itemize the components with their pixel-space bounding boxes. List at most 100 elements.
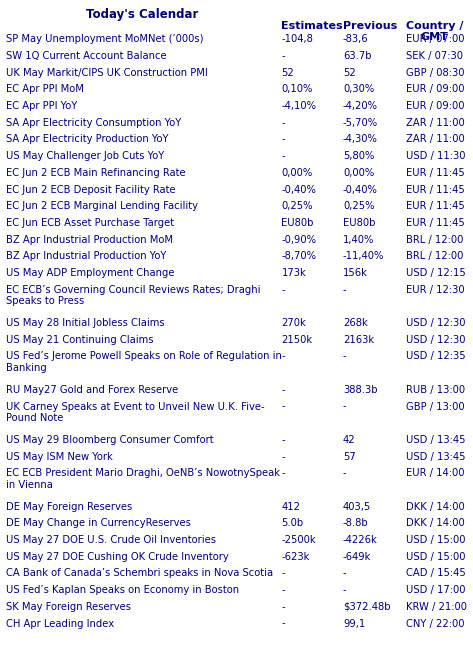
Text: -11,40%: -11,40% <box>343 251 384 261</box>
Text: EU80b: EU80b <box>281 218 314 228</box>
Text: USD / 12:30: USD / 12:30 <box>406 318 465 328</box>
Text: 0,25%: 0,25% <box>343 201 375 211</box>
Text: US May ISM New York: US May ISM New York <box>6 452 113 461</box>
Text: USD / 15:00: USD / 15:00 <box>406 535 465 545</box>
Text: US May Challenger Job Cuts YoY: US May Challenger Job Cuts YoY <box>6 151 164 161</box>
Text: -104,8: -104,8 <box>281 34 313 44</box>
Text: EUR / 09:00: EUR / 09:00 <box>406 101 464 111</box>
Text: -623k: -623k <box>281 552 310 562</box>
Text: BRL / 12:00: BRL / 12:00 <box>406 235 463 245</box>
Text: USD / 11:30: USD / 11:30 <box>406 151 465 161</box>
Text: USD / 17:00: USD / 17:00 <box>406 585 465 595</box>
Text: ZAR / 11:00: ZAR / 11:00 <box>406 135 464 144</box>
Text: RU May27 Gold and Forex Reserve: RU May27 Gold and Forex Reserve <box>6 385 178 395</box>
Text: US May 21 Continuing Claims: US May 21 Continuing Claims <box>6 334 153 345</box>
Text: -: - <box>281 118 285 127</box>
Text: Today's Calendar: Today's Calendar <box>86 8 198 21</box>
Text: USD / 12:35: USD / 12:35 <box>406 351 465 362</box>
Text: USD / 12:30: USD / 12:30 <box>406 334 465 345</box>
Text: -: - <box>281 435 285 445</box>
Text: EUR / 11:45: EUR / 11:45 <box>406 168 464 178</box>
Text: -2500k: -2500k <box>281 535 316 545</box>
Text: CNY / 22:00: CNY / 22:00 <box>406 619 464 628</box>
Text: -: - <box>281 602 285 612</box>
Text: BZ Apr Industrial Production MoM: BZ Apr Industrial Production MoM <box>6 235 173 245</box>
Text: -: - <box>281 452 285 461</box>
Text: 57: 57 <box>343 452 356 461</box>
Text: EC Jun 2 ECB Marginal Lending Facility: EC Jun 2 ECB Marginal Lending Facility <box>6 201 198 211</box>
Text: -: - <box>343 402 347 411</box>
Text: DE May Foreign Reserves: DE May Foreign Reserves <box>6 501 132 512</box>
Text: -: - <box>281 619 285 628</box>
Text: EUR / 12:30: EUR / 12:30 <box>406 285 464 294</box>
Text: BRL / 12:00: BRL / 12:00 <box>406 251 463 261</box>
Text: CH Apr Leading Index: CH Apr Leading Index <box>6 619 114 628</box>
Text: 268k: 268k <box>343 318 368 328</box>
Text: GBP / 13:00: GBP / 13:00 <box>406 402 464 411</box>
Text: ZAR / 11:00: ZAR / 11:00 <box>406 118 464 127</box>
Text: 403,5: 403,5 <box>343 501 371 512</box>
Text: USD / 12:15: USD / 12:15 <box>406 268 465 278</box>
Text: EC Jun 2 ECB Main Refinancing Rate: EC Jun 2 ECB Main Refinancing Rate <box>6 168 185 178</box>
Text: 99,1: 99,1 <box>343 619 365 628</box>
Text: EC ECB’s Governing Council Reviews Rates; Draghi
Speaks to Press: EC ECB’s Governing Council Reviews Rates… <box>6 285 260 306</box>
Text: EUR / 09:00: EUR / 09:00 <box>406 84 464 94</box>
Text: 2150k: 2150k <box>281 334 313 345</box>
Text: -: - <box>281 385 285 395</box>
Text: -0,90%: -0,90% <box>281 235 316 245</box>
Text: US May ADP Employment Change: US May ADP Employment Change <box>6 268 174 278</box>
Text: SA Apr Electricity Production YoY: SA Apr Electricity Production YoY <box>6 135 168 144</box>
Text: SP May Unemployment MoMNet (’000s): SP May Unemployment MoMNet (’000s) <box>6 34 203 44</box>
Text: Estimates: Estimates <box>281 21 343 30</box>
Text: EUR / 11:45: EUR / 11:45 <box>406 184 464 195</box>
Text: -: - <box>281 468 285 478</box>
Text: 156k: 156k <box>343 268 368 278</box>
Text: GBP / 08:30: GBP / 08:30 <box>406 68 464 78</box>
Text: UK Carney Speaks at Event to Unveil New U.K. Five-
Pound Note: UK Carney Speaks at Event to Unveil New … <box>6 402 264 423</box>
Text: 0,10%: 0,10% <box>281 84 313 94</box>
Text: -: - <box>281 351 285 362</box>
Text: 270k: 270k <box>281 318 306 328</box>
Text: EC ECB President Mario Draghi, OeNB’s NowotnySpeak
in Vienna: EC ECB President Mario Draghi, OeNB’s No… <box>6 468 280 490</box>
Text: -: - <box>343 585 347 595</box>
Text: RUB / 13:00: RUB / 13:00 <box>406 385 465 395</box>
Text: CAD / 15:45: CAD / 15:45 <box>406 569 465 578</box>
Text: SK May Foreign Reserves: SK May Foreign Reserves <box>6 602 131 612</box>
Text: -8.8b: -8.8b <box>343 518 368 529</box>
Text: DKK / 14:00: DKK / 14:00 <box>406 518 464 529</box>
Text: 0,30%: 0,30% <box>343 84 374 94</box>
Text: -: - <box>343 468 347 478</box>
Text: -: - <box>281 151 285 161</box>
Text: EUR / 14:00: EUR / 14:00 <box>406 468 464 478</box>
Text: EC Jun 2 ECB Deposit Facility Rate: EC Jun 2 ECB Deposit Facility Rate <box>6 184 175 195</box>
Text: US Fed’s Kaplan Speaks on Economy in Boston: US Fed’s Kaplan Speaks on Economy in Bos… <box>6 585 239 595</box>
Text: -: - <box>281 51 285 61</box>
Text: -: - <box>343 351 347 362</box>
Text: 0,00%: 0,00% <box>343 168 374 178</box>
Text: 0,00%: 0,00% <box>281 168 313 178</box>
Text: -8,70%: -8,70% <box>281 251 316 261</box>
Text: US May 27 DOE U.S. Crude Oil Inventories: US May 27 DOE U.S. Crude Oil Inventories <box>6 535 216 545</box>
Text: -0,40%: -0,40% <box>343 184 378 195</box>
Text: -4,10%: -4,10% <box>281 101 316 111</box>
Text: US Fed’s Jerome Powell Speaks on Role of Regulation in
Banking: US Fed’s Jerome Powell Speaks on Role of… <box>6 351 281 373</box>
Text: SEK / 07:30: SEK / 07:30 <box>406 51 463 61</box>
Text: -: - <box>343 285 347 294</box>
Text: BZ Apr Industrial Production YoY: BZ Apr Industrial Production YoY <box>6 251 166 261</box>
Text: KRW / 21:00: KRW / 21:00 <box>406 602 467 612</box>
Text: EUR / 07:00: EUR / 07:00 <box>406 34 464 44</box>
Text: EC Apr PPI MoM: EC Apr PPI MoM <box>6 84 84 94</box>
Text: 52: 52 <box>343 68 356 78</box>
Text: DKK / 14:00: DKK / 14:00 <box>406 501 464 512</box>
Text: EC Jun ECB Asset Purchase Target: EC Jun ECB Asset Purchase Target <box>6 218 174 228</box>
Text: DE May Change in CurrencyReserves: DE May Change in CurrencyReserves <box>6 518 191 529</box>
Text: 0,25%: 0,25% <box>281 201 313 211</box>
Text: SW 1Q Current Account Balance: SW 1Q Current Account Balance <box>6 51 166 61</box>
Text: $372.48b: $372.48b <box>343 602 390 612</box>
Text: -: - <box>343 569 347 578</box>
Text: -: - <box>281 402 285 411</box>
Text: -83,6: -83,6 <box>343 34 368 44</box>
Text: 412: 412 <box>281 501 300 512</box>
Text: US May 27 DOE Cushing OK Crude Inventory: US May 27 DOE Cushing OK Crude Inventory <box>6 552 228 562</box>
Text: EC Apr PPI YoY: EC Apr PPI YoY <box>6 101 77 111</box>
